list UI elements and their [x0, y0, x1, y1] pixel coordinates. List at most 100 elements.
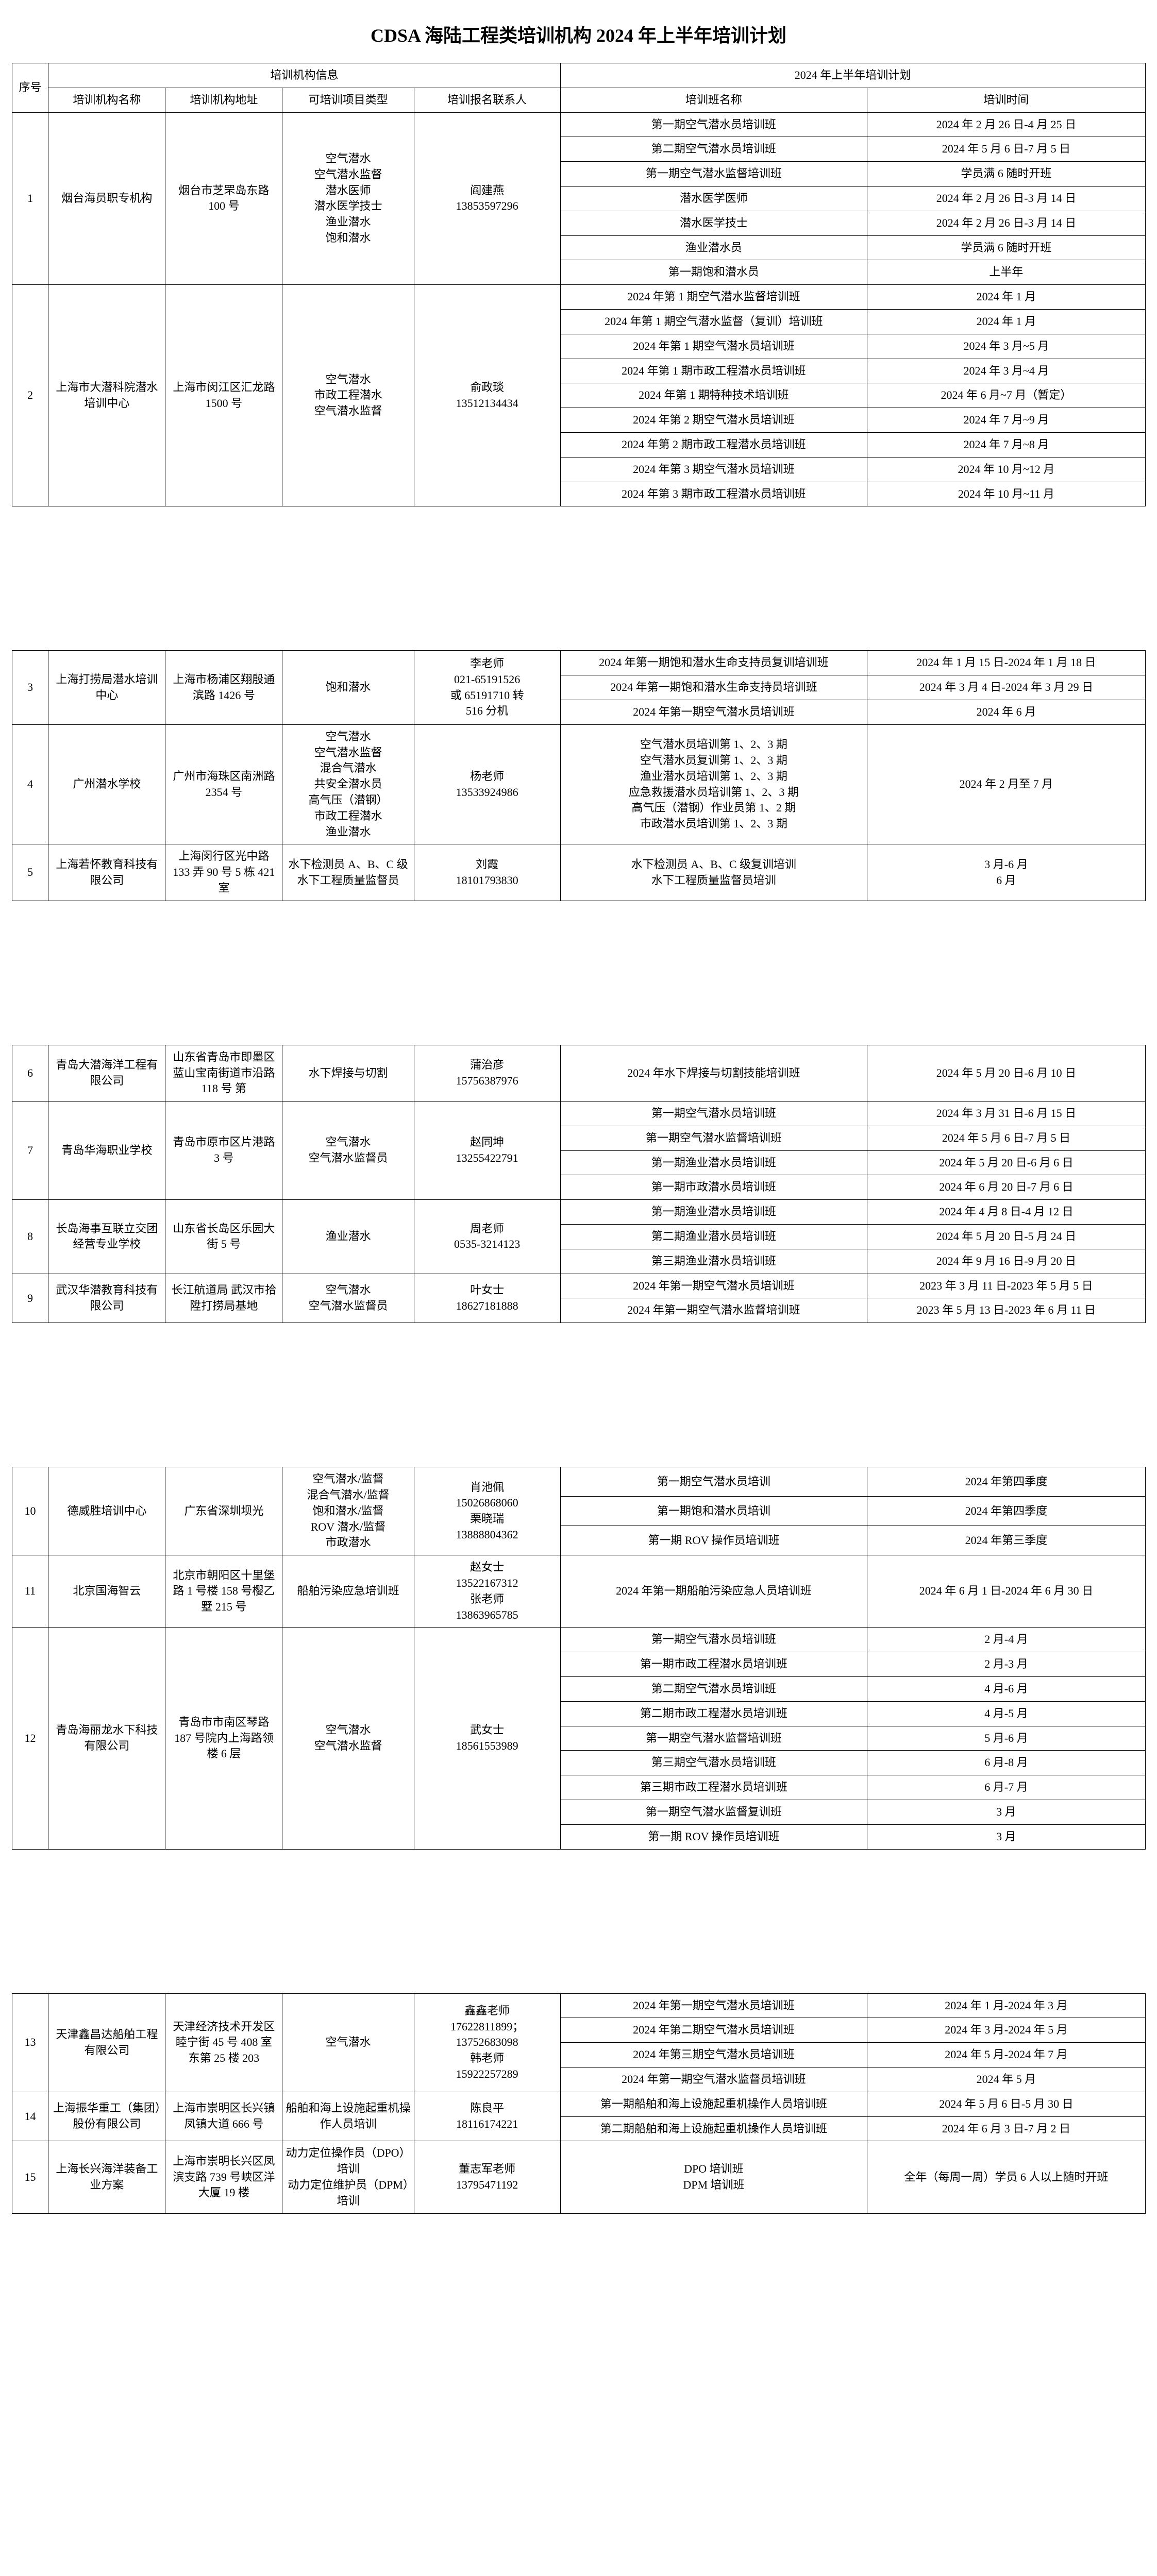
cell: 2024 年 6 月 1 日-2024 年 6 月 30 日: [867, 1555, 1145, 1628]
cell: 2024 年第三期空气潜水员培训班: [560, 2043, 867, 2067]
cell: 2024 年 6 月~7 月（暂定）: [867, 383, 1145, 408]
table-row: 5上海若怀教育科技有限公司上海闵行区光中路 133 弄 90 号 5 栋 421…: [12, 844, 1145, 901]
cell: 第一期渔业潜水员培训班: [560, 1150, 867, 1175]
page-gap: [12, 1849, 1145, 1993]
cell: 10: [12, 1467, 48, 1555]
cell: 13: [12, 1993, 48, 2092]
th-info-group: 培训机构信息: [48, 63, 560, 88]
cell: 第一期 ROV 操作员培训班: [560, 1526, 867, 1555]
cell: 2: [12, 285, 48, 506]
cell: 第三期市政工程潜水员培训班: [560, 1775, 867, 1800]
training-plan-table: 序号 培训机构信息 2024 年上半年培训计划 培训机构名称 培训机构地址 可培…: [12, 63, 1146, 2214]
cell: 2024 年水下焊接与切割技能培训班: [560, 1045, 867, 1101]
th-plan-group: 2024 年上半年培训计划: [560, 63, 1145, 88]
cell: 6 月-7 月: [867, 1775, 1145, 1800]
cell: 天津经济技术开发区睦宁街 45 号 408 室 东第 25 楼 203: [165, 1993, 282, 2092]
cell: 上海市大潜科院潜水培训中心: [48, 285, 165, 506]
cell: 第一期市政潜水员培训班: [560, 1175, 867, 1200]
cell: 上海市崇明长兴区凤滨支路 739 号峡区洋大厦 19 楼: [165, 2141, 282, 2213]
cell: 4 月-6 月: [867, 1677, 1145, 1702]
cell: 2024 年第 1 期空气潜水监督培训班: [560, 285, 867, 310]
cell: 2024 年 3 月-2024 年 5 月: [867, 2018, 1145, 2043]
cell: 2 月-3 月: [867, 1652, 1145, 1677]
cell: 第一期 ROV 操作员培训班: [560, 1824, 867, 1849]
cell: 水下焊接与切割: [282, 1045, 414, 1101]
cell: 上海振华重工（集团）股份有限公司: [48, 2092, 165, 2141]
cell: 第二期船舶和海上设施起重机操作人员培训班: [560, 2116, 867, 2141]
cell: 上半年: [867, 260, 1145, 285]
cell: 第一期空气潜水监督培训班: [560, 162, 867, 187]
cell: 空气潜水/监督 混合气潜水/监督 饱和潜水/监督 ROV 潜水/监督 市政潜水: [282, 1467, 414, 1555]
cell: 2024 年 5 月 6 日-7 月 5 日: [867, 137, 1145, 162]
table-row: 15上海长兴海洋装备工业方案上海市崇明长兴区凤滨支路 739 号峡区洋大厦 19…: [12, 2141, 1145, 2213]
cell: 青岛市原市区片港路 3 号: [165, 1101, 282, 1200]
cell: 广东省深圳坝光: [165, 1467, 282, 1555]
cell: 饱和潜水: [282, 651, 414, 724]
cell: 船舶污染应急培训班: [282, 1555, 414, 1628]
cell: 俞政琰 13512134434: [414, 285, 560, 506]
cell: 潜水医学医师: [560, 186, 867, 211]
cell: 第一期饱和潜水员培训: [560, 1497, 867, 1526]
cell: 2023 年 5 月 13 日-2023 年 6 月 11 日: [867, 1298, 1145, 1323]
cell: 2024 年 9 月 16 日-9 月 20 日: [867, 1249, 1145, 1274]
cell: 2024 年第 1 期空气潜水员培训班: [560, 334, 867, 359]
cell: 长江航道局 武汉市拾陞打捞局基地: [165, 1274, 282, 1323]
cell: 船舶和海上设施起重机操作人员培训: [282, 2092, 414, 2141]
cell: 2024 年第一期空气潜水员培训班: [560, 1993, 867, 2018]
cell: 青岛大潜海洋工程有限公司: [48, 1045, 165, 1101]
cell: 2024 年 7 月~9 月: [867, 408, 1145, 433]
cell: 2024 年 5 月-2024 年 7 月: [867, 2043, 1145, 2067]
table-row: 9武汉华潜教育科技有限公司长江航道局 武汉市拾陞打捞局基地空气潜水 空气潜水监督…: [12, 1274, 1145, 1298]
cell: 2 月-4 月: [867, 1628, 1145, 1652]
cell: 学员满 6 随时开班: [867, 162, 1145, 187]
cell: 2024 年第 2 期空气潜水员培训班: [560, 408, 867, 433]
cell: 学员满 6 随时开班: [867, 235, 1145, 260]
cell: 空气潜水 空气潜水监督员: [282, 1101, 414, 1200]
cell: 空气潜水员培训第 1、2、3 期 空气潜水员复训第 1、2、3 期 渔业潜水员培…: [560, 724, 867, 844]
th-seq: 序号: [12, 63, 48, 113]
cell: 2024 年 6 月 20 日-7 月 6 日: [867, 1175, 1145, 1200]
cell: 空气潜水: [282, 1993, 414, 2092]
cell: 上海若怀教育科技有限公司: [48, 844, 165, 901]
cell: 7: [12, 1101, 48, 1200]
cell: 广州潜水学校: [48, 724, 165, 844]
cell: 8: [12, 1200, 48, 1274]
th-class-name: 培训班名称: [560, 88, 867, 112]
cell: 2024 年 2 月至 7 月: [867, 724, 1145, 844]
cell: 空气潜水 空气潜水监督 潜水医师 潜水医学技士 渔业潜水 饱和潜水: [282, 112, 414, 285]
cell: 2024 年第 3 期市政工程潜水员培训班: [560, 482, 867, 506]
cell: 第一期渔业潜水员培训班: [560, 1200, 867, 1225]
cell: 第一期空气潜水员培训班: [560, 1628, 867, 1652]
table-row: 7青岛华海职业学校青岛市原市区片港路 3 号空气潜水 空气潜水监督员赵同坤 13…: [12, 1101, 1145, 1126]
cell: 2024 年 7 月~8 月: [867, 432, 1145, 457]
cell: 2024 年 1 月: [867, 309, 1145, 334]
table-row: 4广州潜水学校广州市海珠区南洲路 2354 号空气潜水 空气潜水监督 混合气潜水…: [12, 724, 1145, 844]
cell: 阎建燕 13853597296: [414, 112, 560, 285]
cell: 蒲治彦 15756387976: [414, 1045, 560, 1101]
cell: 潜水医学技士: [560, 211, 867, 235]
cell: 上海市崇明区长兴镇凤镇大道 666 号: [165, 2092, 282, 2141]
cell: 2024 年第 1 期特种技术培训班: [560, 383, 867, 408]
cell: 赵女士 13522167312 张老师 13863965785: [414, 1555, 560, 1628]
cell: 2024 年 6 月 3 日-7 月 2 日: [867, 2116, 1145, 2141]
cell: 上海长兴海洋装备工业方案: [48, 2141, 165, 2213]
cell: 第一期空气潜水监督复训班: [560, 1800, 867, 1825]
cell: 山东省青岛市即墨区蓝山宝南街道市沿路 118 号 第: [165, 1045, 282, 1101]
cell: 3 月: [867, 1824, 1145, 1849]
cell: 德威胜培训中心: [48, 1467, 165, 1555]
cell: 2024 年第一期空气潜水监督员培训班: [560, 2067, 867, 2092]
cell: 水下检测员 A、B、C 级复训培训 水下工程质量监督员培训: [560, 844, 867, 901]
cell: 第一期空气潜水监督培训班: [560, 1726, 867, 1751]
cell: 2024 年第 1 期空气潜水监督（复训）培训班: [560, 309, 867, 334]
cell: 2024 年第三季度: [867, 1526, 1145, 1555]
cell: 空气潜水 空气潜水监督员: [282, 1274, 414, 1323]
cell: 山东省长岛区乐园大街 5 号: [165, 1200, 282, 1274]
table-row: 10德威胜培训中心广东省深圳坝光空气潜水/监督 混合气潜水/监督 饱和潜水/监督…: [12, 1467, 1145, 1497]
cell: 2024 年 5 月 20 日-6 月 6 日: [867, 1150, 1145, 1175]
cell: 2024 年 3 月~5 月: [867, 334, 1145, 359]
cell: 肖池佩 15026868060 栗晓瑞 13888804362: [414, 1467, 560, 1555]
cell: 2024 年 5 月 20 日-5 月 24 日: [867, 1225, 1145, 1249]
cell: 2024 年第一期饱和潜水生命支持员培训班: [560, 675, 867, 700]
cell: 第二期空气潜水员培训班: [560, 1677, 867, 1702]
cell: 5 月-6 月: [867, 1726, 1145, 1751]
